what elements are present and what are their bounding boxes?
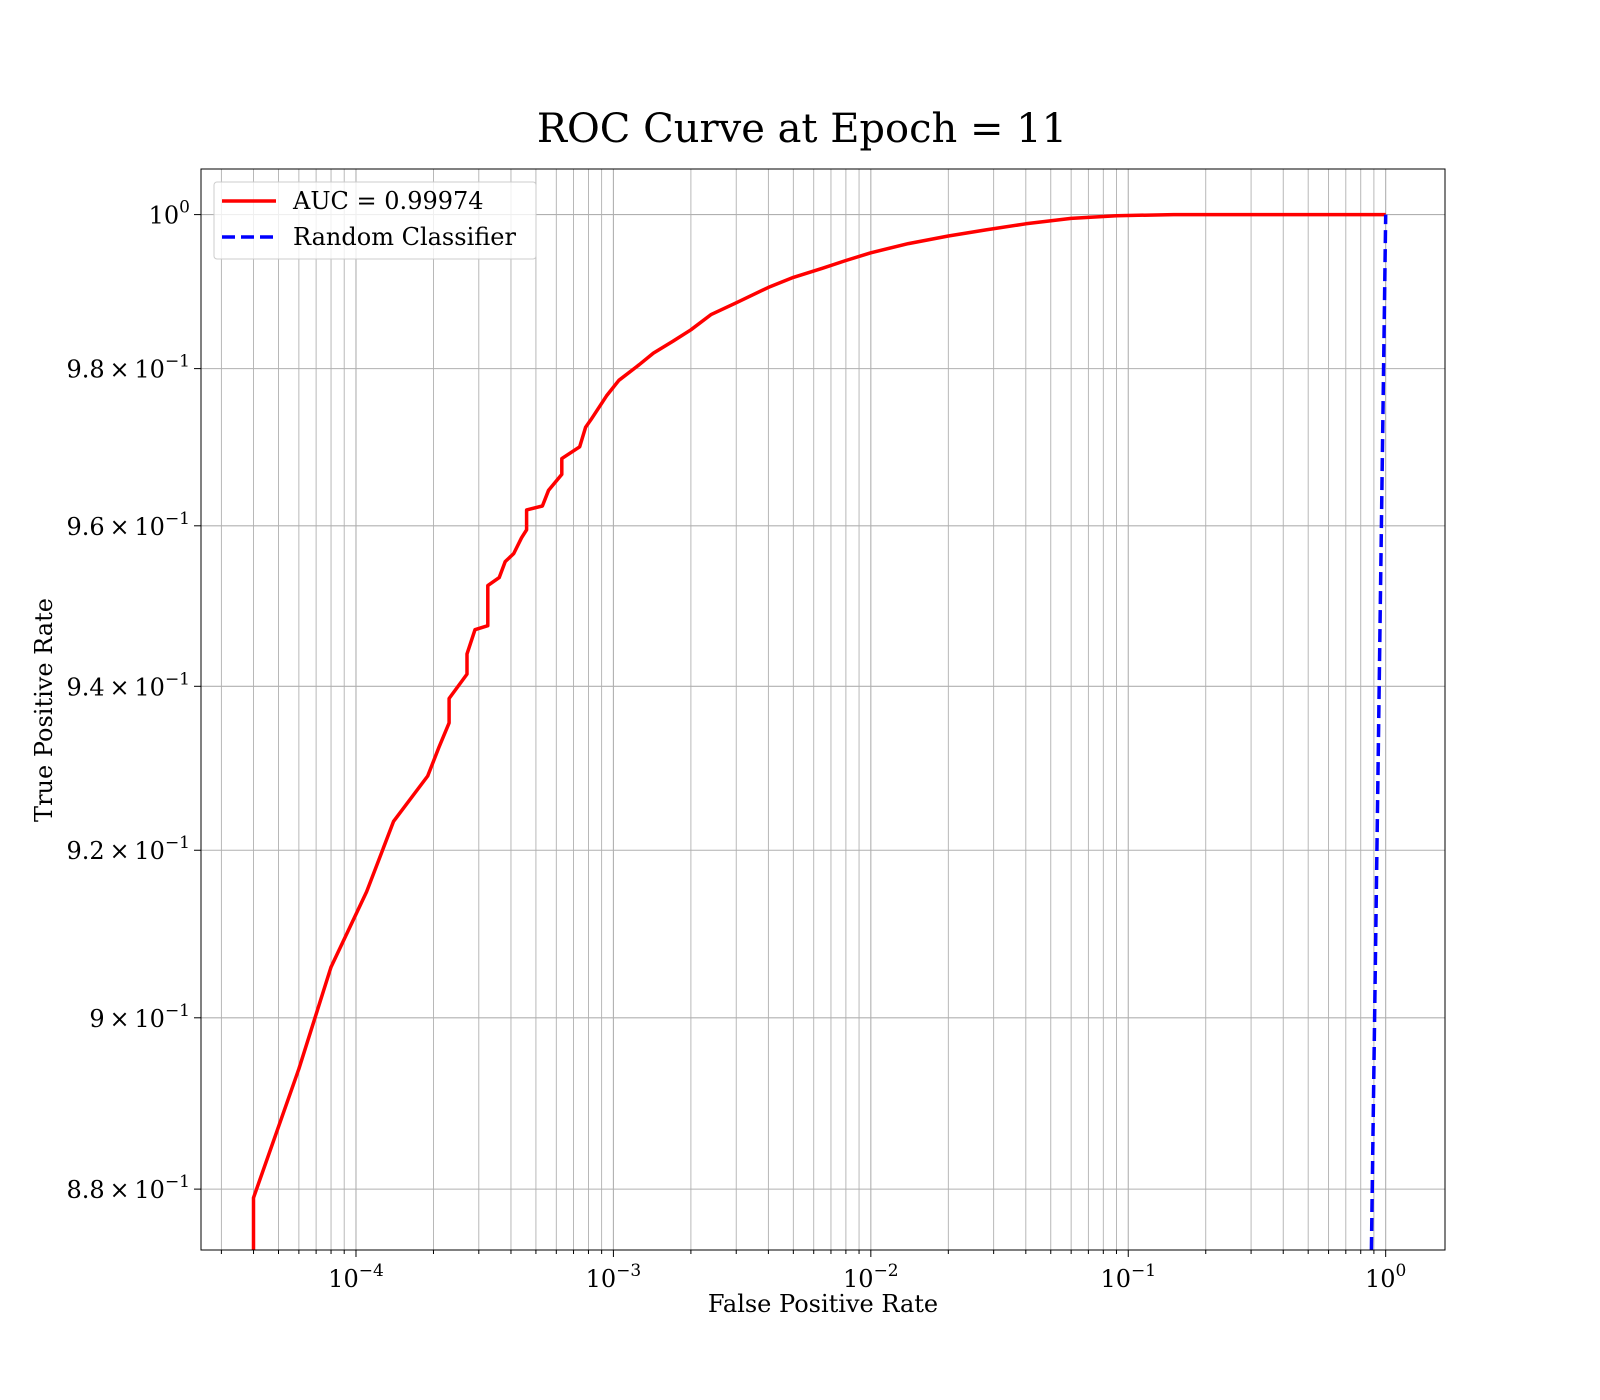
y-tick-label: 9.2 × 10−1 xyxy=(67,833,190,865)
plot-frame xyxy=(200,168,1446,1251)
chart-title: ROC Curve at Epoch = 11 xyxy=(537,106,1067,152)
legend-box xyxy=(213,181,537,260)
roc-curve-line xyxy=(251,212,1386,1250)
x-tick-label: 10−4 xyxy=(328,1261,384,1293)
x-axis-label: False Positive Rate xyxy=(708,1290,938,1318)
plot-series xyxy=(251,212,1388,1251)
y-tick-label: 9.6 × 10−1 xyxy=(67,509,190,541)
y-tick-label: 9 × 10−1 xyxy=(89,1001,190,1033)
y-tick-label: 100 xyxy=(149,198,190,230)
x-tick-label: 100 xyxy=(1365,1261,1406,1293)
grid-lines xyxy=(201,169,1445,1250)
legend: AUC = 0.99974 Random Classifier xyxy=(213,181,537,260)
x-tick-label: 10−2 xyxy=(843,1261,899,1293)
x-tick-label: 10−1 xyxy=(1100,1261,1156,1293)
y-tick-label: 9.4 × 10−1 xyxy=(67,669,190,701)
legend-label-auc: AUC = 0.99974 xyxy=(292,187,484,215)
x-tick-label: 10−3 xyxy=(586,1261,642,1293)
axis-ticks: 10−4 10−3 10−2 10−1 100 100 9.8 × 10−1 9.6 × 10… xyxy=(67,198,1407,1293)
y-tick-label: 9.8 × 10−1 xyxy=(67,352,190,384)
y-tick-label: 8.8 × 10−1 xyxy=(67,1172,190,1204)
random-classifier-line xyxy=(1369,214,1388,1251)
legend-label-random-classifier: Random Classifier xyxy=(293,223,516,251)
y-axis-label: True Positive Rate xyxy=(30,598,58,822)
